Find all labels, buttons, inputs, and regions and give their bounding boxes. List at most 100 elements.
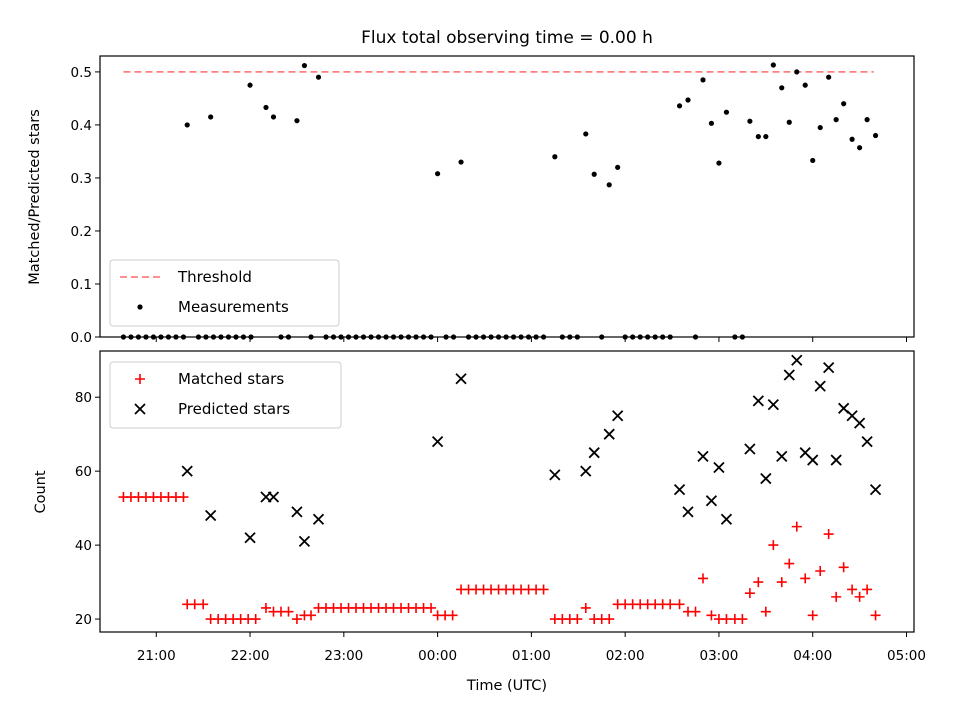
- y-tick-label: 80: [75, 390, 92, 406]
- measurement-point: [606, 182, 612, 188]
- top-axes-frame: [99, 55, 915, 338]
- predicted-star-marker: [682, 506, 694, 518]
- matched-star-marker: [572, 614, 583, 625]
- matched-star-marker: [760, 606, 771, 617]
- x-tick-label: 23:00: [324, 648, 363, 664]
- matched-star-marker: [831, 591, 842, 602]
- predicted-star-marker: [830, 454, 842, 466]
- predicted-star-marker: [588, 447, 600, 459]
- matched-star-marker: [807, 610, 818, 621]
- measurement-point: [294, 118, 300, 124]
- measurement-point: [615, 164, 621, 170]
- measurement-point: [583, 131, 589, 137]
- measurement-point: [763, 133, 769, 140]
- predicted-star-marker: [791, 354, 803, 366]
- measurement-point: [208, 114, 214, 120]
- bottom-panel-counts: 20 40 60 80 21:00 22:00 23:00 00:00 01:00 02:00 03…: [33, 350, 926, 694]
- legend-label: Predicted stars: [178, 400, 290, 418]
- legend-box: [109, 361, 342, 429]
- predicted-star-marker: [244, 532, 256, 544]
- measurement-point: [301, 62, 308, 69]
- bottom-axes-frame: [99, 350, 915, 633]
- x-tick-label: 02:00: [606, 648, 645, 664]
- measurement-point: [864, 117, 870, 123]
- matched-star-marker: [706, 610, 717, 621]
- measurement-point: [779, 85, 785, 91]
- predicted-star-marker: [720, 513, 733, 525]
- measurement-point: [685, 97, 691, 103]
- matched-star-marker: [784, 558, 795, 569]
- predicted-star-marker: [767, 398, 779, 411]
- measurement-point: [786, 119, 792, 125]
- y-tick-label: 40: [75, 538, 92, 554]
- measurement-point: [841, 101, 847, 107]
- predicted-star-marker: [814, 380, 826, 392]
- legend-matched-swatch: [135, 374, 145, 384]
- matched-star-marker: [283, 606, 294, 617]
- measurement-point: [817, 124, 823, 131]
- matched-star-marker: [737, 614, 748, 625]
- matched-star-marker: [815, 565, 826, 576]
- predicted-star-marker: [807, 454, 819, 466]
- matched-star-marker: [838, 562, 849, 573]
- predicted-star-marker: [853, 417, 866, 429]
- matched-star-marker: [250, 614, 261, 625]
- matched-star-marker: [800, 573, 811, 584]
- matched-star-marker: [538, 584, 549, 595]
- predicted-star-marker: [869, 484, 882, 496]
- x-tick-label: 04:00: [793, 648, 832, 664]
- matched-star-marker: [674, 599, 685, 610]
- matched-star-marker: [870, 610, 881, 621]
- measurement-point: [263, 104, 269, 111]
- measurement-point: [315, 74, 322, 80]
- y-tick-label: 0.2: [71, 224, 92, 240]
- matched-star-marker: [665, 599, 676, 610]
- legend-measurement-swatch: [137, 304, 143, 310]
- predicted-star-marker: [744, 443, 756, 455]
- predicted-star-marker: [291, 506, 303, 518]
- measurement-point: [826, 74, 832, 80]
- legend-label: Threshold: [177, 268, 252, 286]
- x-tick-label: 21:00: [137, 648, 176, 664]
- y-tick-label: 0.5: [71, 65, 92, 81]
- predicted-star-marker: [612, 410, 624, 422]
- y-tick-label: 0.1: [71, 277, 92, 293]
- measurement-point: [755, 133, 761, 140]
- matched-star-marker: [447, 610, 458, 621]
- measurement-point: [857, 145, 863, 151]
- top-y-axis-label: Matched/Predicted stars: [27, 109, 43, 285]
- measurement-point: [458, 159, 464, 165]
- matched-star-marker: [291, 614, 302, 625]
- predicted-star-marker: [752, 395, 764, 407]
- x-tick-label: 01:00: [512, 648, 551, 664]
- bottom-y-axis-label: Count: [33, 470, 49, 513]
- matched-star-marker: [847, 584, 858, 595]
- top-panel-matched-ratio: 0.00.10.20.30.40.5ThresholdMeasurements …: [27, 55, 915, 346]
- matched-star-marker: [753, 577, 764, 588]
- predicted-star-marker: [705, 495, 718, 507]
- matched-star-marker: [697, 573, 708, 584]
- predicted-star-marker: [549, 469, 561, 481]
- measurement-point: [770, 62, 776, 68]
- x-tick-label: 22:00: [231, 648, 270, 664]
- measurement-point: [184, 122, 190, 128]
- matched-star-marker: [189, 599, 200, 610]
- matched-star-marker: [721, 614, 732, 625]
- matched-star-marker: [791, 521, 802, 532]
- measurement-point: [700, 77, 706, 83]
- measurement-point: [833, 117, 839, 123]
- y-tick-label: 0.3: [71, 171, 92, 187]
- y-tick-label: 0.4: [71, 118, 92, 134]
- x-tick-label: 03:00: [699, 648, 738, 664]
- matched-star-marker: [426, 602, 437, 613]
- x-tick-label: 05:00: [887, 648, 926, 664]
- matched-star-marker: [178, 492, 189, 503]
- predicted-star-marker: [861, 435, 873, 448]
- x-tick-label: 00:00: [418, 648, 457, 664]
- x-axis-label: Time (UTC): [466, 678, 547, 694]
- predicted-star-marker: [697, 450, 709, 463]
- figure-title: Flux total observing time = 0.00 h: [361, 28, 653, 48]
- predicted-star-marker: [783, 369, 795, 381]
- predicted-star-marker: [673, 484, 686, 496]
- predicted-star-marker: [205, 509, 217, 522]
